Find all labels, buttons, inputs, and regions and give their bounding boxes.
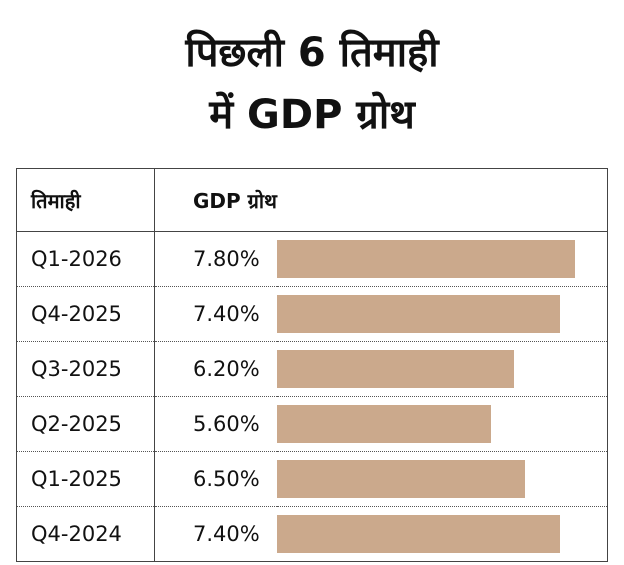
- growth-bar: [277, 460, 526, 498]
- gdp-table: तिमाही GDP ग्रोथ Q1-2026 7.80% Q4-2025 7…: [16, 168, 608, 562]
- growth-bar: [277, 405, 491, 443]
- quarter-label: Q3-2025: [16, 341, 155, 397]
- growth-value-label: 6.50%: [154, 451, 277, 507]
- quarter-label: Q2-2025: [16, 396, 155, 452]
- growth-bar: [277, 350, 514, 388]
- growth-value-label: 7.40%: [154, 286, 277, 342]
- quarter-label: Q4-2025: [16, 286, 155, 342]
- growth-value-label: 7.80%: [154, 231, 277, 287]
- table-row: Q2-2025 5.60%: [16, 396, 608, 452]
- table-row: Q1-2025 6.50%: [16, 451, 608, 507]
- growth-bar: [277, 295, 560, 333]
- header-quarter: तिमाही: [16, 168, 155, 232]
- growth-bar: [277, 240, 575, 278]
- growth-bar: [277, 515, 560, 553]
- title-line-1: पिछली 6 तिमाही: [185, 30, 439, 76]
- quarter-label: Q1-2025: [16, 451, 155, 507]
- table-row: Q4-2024 7.40%: [16, 506, 608, 562]
- header-growth: GDP ग्रोथ: [154, 168, 608, 232]
- table-row: Q1-2026 7.80%: [16, 231, 608, 287]
- growth-value-label: 7.40%: [193, 522, 260, 546]
- quarter-label: Q4-2024: [16, 506, 155, 562]
- chart-title: पिछली 6 तिमाही में GDP ग्रोथ: [0, 22, 624, 146]
- table-row: Q3-2025 6.20%: [16, 341, 608, 397]
- table-row: Q4-2025 7.40%: [16, 286, 608, 342]
- quarter-label: Q1-2026: [16, 231, 155, 287]
- growth-value-label: 5.60%: [154, 396, 277, 452]
- title-line-2: में GDP ग्रोथ: [209, 92, 415, 138]
- growth-value-label: 6.20%: [154, 341, 277, 397]
